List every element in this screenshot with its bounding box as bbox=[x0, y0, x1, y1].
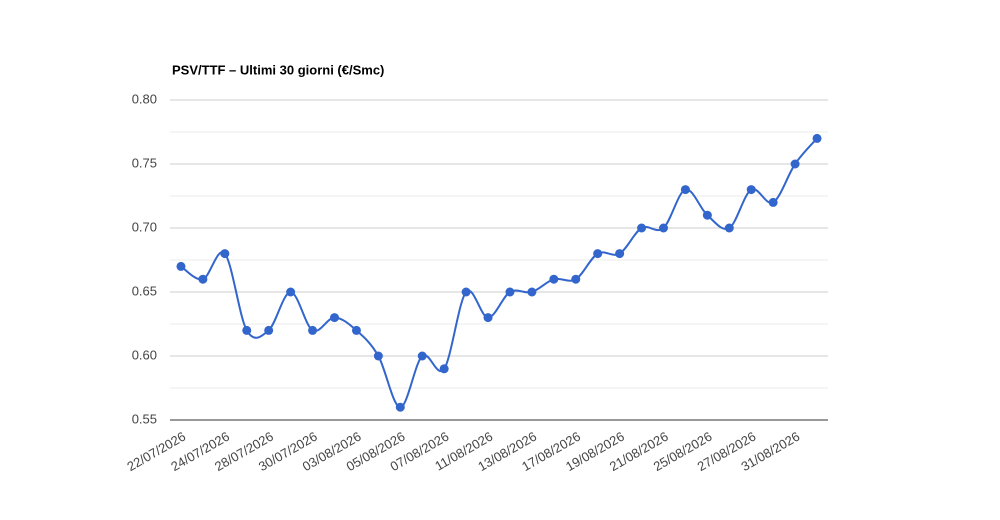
point bbox=[659, 223, 668, 233]
y-tick-label: 0.60 bbox=[132, 347, 157, 362]
point bbox=[395, 402, 405, 412]
point bbox=[417, 351, 427, 361]
point bbox=[483, 313, 493, 323]
point bbox=[439, 364, 449, 374]
point bbox=[220, 249, 230, 259]
point bbox=[724, 223, 734, 233]
y-tick-label: 0.70 bbox=[132, 219, 157, 234]
point bbox=[527, 287, 537, 297]
point bbox=[571, 274, 581, 284]
point bbox=[242, 325, 252, 335]
point bbox=[308, 325, 318, 335]
y-tick-label: 0.65 bbox=[132, 283, 157, 298]
point bbox=[790, 159, 800, 169]
point bbox=[768, 197, 778, 207]
point bbox=[286, 287, 296, 297]
point bbox=[461, 287, 471, 297]
point bbox=[549, 274, 559, 284]
point bbox=[198, 274, 208, 284]
point bbox=[373, 351, 383, 361]
point bbox=[264, 325, 274, 335]
point bbox=[615, 249, 625, 259]
point bbox=[505, 287, 515, 297]
line bbox=[180, 137, 818, 409]
point bbox=[330, 313, 339, 323]
point bbox=[593, 249, 603, 259]
y-tick-label: 0.55 bbox=[132, 411, 157, 426]
point bbox=[637, 223, 647, 233]
point bbox=[680, 185, 690, 195]
point bbox=[812, 133, 822, 143]
point bbox=[702, 210, 712, 220]
point bbox=[746, 185, 756, 195]
y-tick-label: 0.80 bbox=[132, 91, 157, 106]
chart-title: PSV/TTF – Ultimi 30 giorni (€/Smc) bbox=[172, 62, 384, 77]
y-tick-label: 0.75 bbox=[132, 155, 157, 170]
point bbox=[351, 325, 361, 335]
point bbox=[176, 261, 186, 271]
